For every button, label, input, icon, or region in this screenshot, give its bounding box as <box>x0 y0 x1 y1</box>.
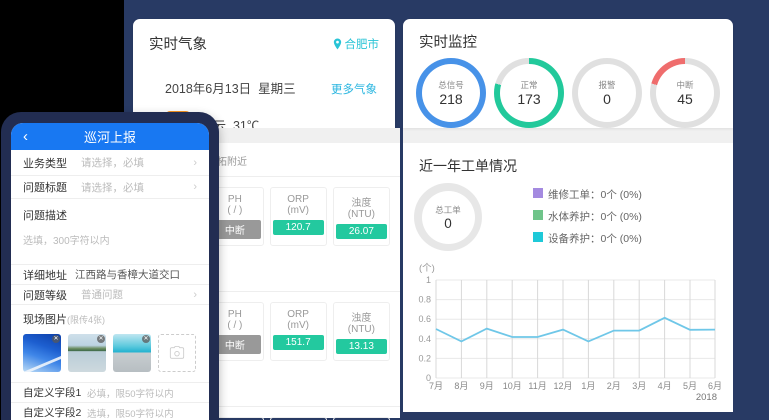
svg-text:1月: 1月 <box>581 381 595 391</box>
svg-text:7月: 7月 <box>429 381 443 391</box>
svg-text:6月: 6月 <box>708 381 722 391</box>
svg-text:0.4: 0.4 <box>418 334 431 344</box>
svg-text:2月: 2月 <box>607 381 621 391</box>
svg-text:11月: 11月 <box>528 381 546 391</box>
svg-text:2018: 2018 <box>696 392 717 400</box>
svg-text:0.6: 0.6 <box>418 314 431 324</box>
svg-text:12月: 12月 <box>553 381 572 391</box>
svg-text:4月: 4月 <box>658 381 672 391</box>
svg-text:9月: 9月 <box>480 381 494 391</box>
svg-text:1: 1 <box>426 275 431 285</box>
svg-text:10月: 10月 <box>503 381 522 391</box>
svg-text:0.2: 0.2 <box>418 353 431 363</box>
svg-text:0.8: 0.8 <box>418 295 431 305</box>
svg-text:5月: 5月 <box>683 381 697 391</box>
svg-text:3月: 3月 <box>632 381 646 391</box>
svg-text:8月: 8月 <box>454 381 468 391</box>
